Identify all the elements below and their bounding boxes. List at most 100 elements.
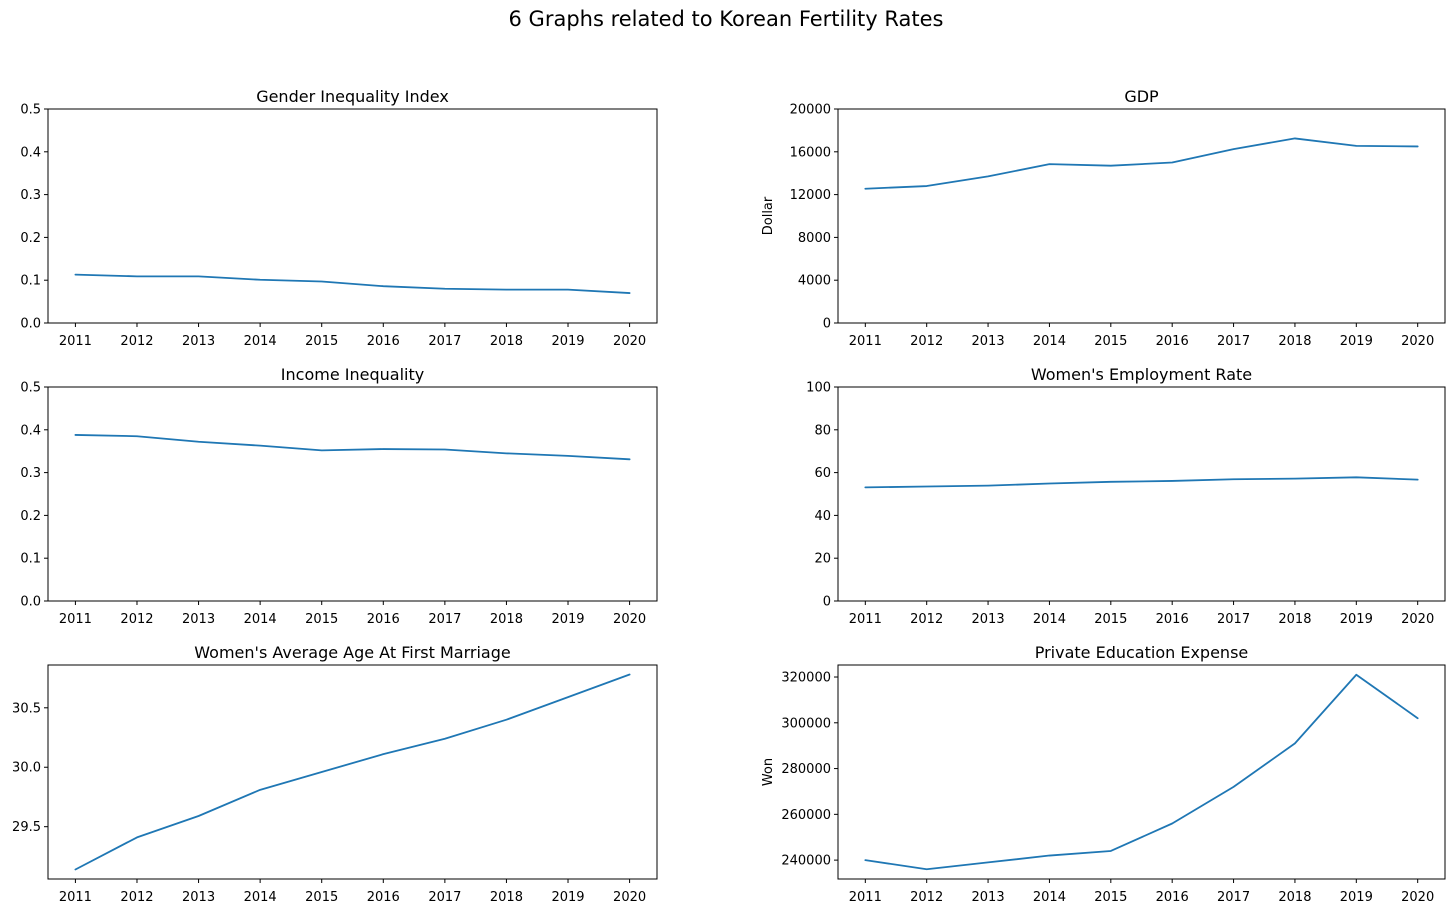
x-tick-label: 2012 <box>910 890 943 905</box>
plot-frame <box>47 386 658 602</box>
x-tick-label: 2020 <box>613 612 646 627</box>
y-tick-label: 80 <box>814 423 831 438</box>
x-tick-label: 2015 <box>1094 334 1127 349</box>
y-tick-label: 0.2 <box>20 231 41 246</box>
x-tick-label: 2014 <box>1033 334 1066 349</box>
x-tick-label: 2019 <box>1340 612 1373 627</box>
x-tick-label: 2012 <box>120 334 153 349</box>
y-tick-label: 0 <box>823 317 831 332</box>
y-tick-label: 8000 <box>798 231 831 246</box>
y-tick-label: 30.5 <box>12 701 41 716</box>
x-tick-label: 2011 <box>849 612 882 627</box>
figure-title: 6 Graphs related to Korean Fertility Rat… <box>509 7 944 31</box>
x-tick-label: 2011 <box>59 612 92 627</box>
y-tick-label: 0.3 <box>20 466 41 481</box>
plot-frame <box>837 386 1446 602</box>
y-tick-label: 16000 <box>790 145 831 160</box>
plot-frame <box>47 664 658 880</box>
chart-panel-1: Gender Inequality Index 0.0 0.1 0.2 0.3 0.4 0.… <box>20 87 658 349</box>
x-tick-label: 2018 <box>490 612 523 627</box>
y-tick-label: 60 <box>814 466 831 481</box>
chart-title: Private Education Expense <box>1035 643 1249 662</box>
y-tick-label: 0.3 <box>20 188 41 203</box>
y-tick-label: 4000 <box>798 274 831 289</box>
x-tick-label: 2018 <box>490 890 523 905</box>
y-tick-label: 320000 <box>781 671 831 686</box>
plot-frame <box>837 108 1446 324</box>
x-tick-label: 2020 <box>1401 890 1434 905</box>
y-tick-label: 20 <box>814 552 831 567</box>
chart-title: Women's Employment Rate <box>1031 365 1252 384</box>
y-tick-label: 0 <box>823 595 831 610</box>
x-tick-label: 2013 <box>182 890 215 905</box>
x-tick-label: 2020 <box>613 890 646 905</box>
x-tick-label: 2015 <box>305 890 338 905</box>
x-tick-label: 2014 <box>1033 612 1066 627</box>
x-tick-label: 2020 <box>613 334 646 349</box>
x-tick-label: 2017 <box>1217 334 1250 349</box>
x-tick-label: 2017 <box>428 334 461 349</box>
y-tick-label: 0.2 <box>20 509 41 524</box>
x-tick-label: 2011 <box>849 890 882 905</box>
x-tick-label: 2015 <box>305 334 338 349</box>
x-tick-label: 2019 <box>551 334 584 349</box>
y-tick-label: 0.1 <box>20 552 41 567</box>
x-tick-label: 2017 <box>428 890 461 905</box>
chart-panel-4: Women's Employment Rate 0 20 40 60 80 100 2011 2… <box>806 365 1446 627</box>
x-tick-label: 2012 <box>910 612 943 627</box>
x-tick-label: 2016 <box>367 612 400 627</box>
chart-title: Income Inequality <box>281 365 424 384</box>
x-tick-label: 2013 <box>972 612 1005 627</box>
x-tick-label: 2012 <box>120 612 153 627</box>
series-line <box>864 476 1419 489</box>
y-tick-label: 100 <box>806 381 831 396</box>
chart-title: Gender Inequality Index <box>256 87 449 106</box>
y-tick-label: 0.5 <box>20 103 41 118</box>
plot-frame <box>47 108 658 324</box>
y-tick-label: 260000 <box>781 808 831 823</box>
y-tick-label: 0.0 <box>20 595 41 610</box>
chart-panel-6: Private Education Expense 240000 260000 280… <box>761 643 1446 905</box>
y-tick-label: 0.1 <box>20 274 41 289</box>
x-tick-label: 2017 <box>1217 890 1250 905</box>
chart-panel-5: Women's Average Age At First Marriage 29.… <box>12 643 658 905</box>
x-tick-label: 2018 <box>1278 334 1311 349</box>
x-tick-label: 2014 <box>1033 890 1066 905</box>
series-line <box>864 673 1419 871</box>
x-tick-label: 2016 <box>1156 890 1189 905</box>
x-tick-label: 2012 <box>910 334 943 349</box>
x-tick-label: 2016 <box>1156 612 1189 627</box>
series-line <box>74 434 631 461</box>
y-tick-label: 0.4 <box>20 145 41 160</box>
y-tick-label: 40 <box>814 509 831 524</box>
x-tick-label: 2019 <box>551 890 584 905</box>
x-tick-label: 2019 <box>551 612 584 627</box>
x-tick-label: 2015 <box>305 612 338 627</box>
x-tick-label: 2016 <box>367 890 400 905</box>
x-tick-label: 2011 <box>849 334 882 349</box>
y-tick-label: 300000 <box>781 716 831 731</box>
x-tick-label: 2011 <box>59 334 92 349</box>
x-tick-label: 2020 <box>1401 334 1434 349</box>
y-tick-label: 20000 <box>790 103 831 118</box>
x-tick-label: 2012 <box>120 890 153 905</box>
x-tick-label: 2013 <box>972 334 1005 349</box>
x-tick-label: 2014 <box>244 612 277 627</box>
x-tick-label: 2016 <box>1156 334 1189 349</box>
y-tick-label: 30.0 <box>12 761 41 776</box>
x-tick-label: 2017 <box>428 612 461 627</box>
y-tick-label: 280000 <box>781 762 831 777</box>
x-tick-label: 2013 <box>182 334 215 349</box>
x-tick-label: 2013 <box>972 890 1005 905</box>
x-tick-label: 2019 <box>1340 890 1373 905</box>
x-tick-label: 2013 <box>182 612 215 627</box>
series-line <box>864 137 1419 190</box>
x-tick-label: 2020 <box>1401 612 1434 627</box>
y-tick-label: 0.0 <box>20 317 41 332</box>
y-tick-label: 240000 <box>781 854 831 869</box>
chart-panel-3: Income Inequality 0.0 0.1 0.2 0.3 0.4 0.5 2011 2… <box>20 365 658 627</box>
y-axis-label: Won <box>761 758 776 786</box>
x-tick-label: 2018 <box>1278 890 1311 905</box>
y-tick-label: 29.5 <box>12 820 41 835</box>
x-tick-label: 2015 <box>1094 612 1127 627</box>
